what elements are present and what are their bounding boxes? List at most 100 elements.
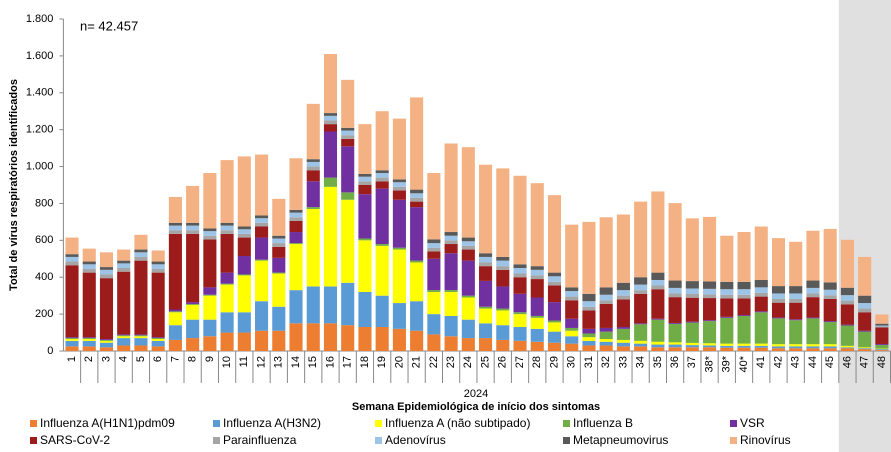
- bar-segment: [754, 279, 768, 288]
- bar-segment: [720, 345, 734, 348]
- bar-segment: [513, 175, 527, 265]
- bar-segment: [565, 327, 579, 331]
- bar-segment: [616, 328, 630, 340]
- bar-segment: [272, 306, 286, 331]
- x-tick-label: 32: [600, 356, 612, 368]
- bar-segment: [272, 330, 286, 351]
- bar-segment: [220, 230, 234, 234]
- x-tick-label: 44: [807, 356, 819, 368]
- bar-segment: [651, 347, 665, 351]
- bar-segment: [599, 331, 613, 340]
- x-tick-label: 24: [462, 356, 474, 368]
- bar-segment: [685, 345, 699, 348]
- bar-segment: [565, 318, 579, 328]
- x-tick-label: 10: [221, 356, 233, 368]
- bar-segment: [720, 347, 734, 351]
- bar-segment: [806, 297, 820, 318]
- bar-segment: [840, 304, 854, 325]
- bar-segment: [410, 260, 424, 263]
- bar-segment: [289, 323, 303, 351]
- bar-segment: [565, 224, 579, 288]
- bar-segment: [186, 319, 200, 339]
- bar-segment: [186, 233, 200, 303]
- bar-segment: [720, 289, 734, 295]
- bar-segment: [840, 287, 854, 296]
- bar-segment: [323, 323, 338, 351]
- bar-segment: [410, 193, 424, 198]
- legend-label: Parainfluenza: [223, 433, 297, 447]
- bar-segment: [634, 340, 648, 344]
- legend-swatch: [563, 420, 570, 427]
- bar-segment: [513, 264, 527, 268]
- x-tick-label: 31: [583, 356, 595, 368]
- bar-segment: [323, 286, 338, 324]
- bar-segment: [565, 296, 579, 301]
- x-tick-label: 22: [428, 356, 440, 368]
- bar-segment: [599, 345, 613, 351]
- bar-segment: [703, 298, 717, 321]
- bar-segment: [789, 302, 803, 320]
- bar-segment: [237, 332, 251, 351]
- bar-segment: [255, 226, 269, 238]
- bar-segment: [410, 197, 424, 202]
- x-tick-label: 15: [307, 356, 319, 368]
- bar-segment: [858, 347, 872, 349]
- x-tick-label: 37: [686, 356, 698, 368]
- x-tick-label: 2: [83, 356, 95, 362]
- x-tick-label: 17: [342, 356, 354, 368]
- bar-segment: [771, 293, 786, 299]
- bar-segment: [358, 238, 372, 241]
- x-tick-label: 4: [118, 356, 130, 362]
- bar-segment: [461, 319, 475, 339]
- bar-segment: [634, 277, 648, 285]
- bar-segment: [410, 262, 424, 302]
- bar-segment: [427, 239, 441, 244]
- bar-segment: [220, 284, 234, 313]
- bar-segment: [823, 321, 837, 323]
- bar-segment: [272, 246, 286, 258]
- y-tick-label: 800: [35, 197, 53, 209]
- bar-segment: [82, 338, 96, 340]
- bar-segment: [685, 288, 699, 295]
- bar-segment: [823, 346, 837, 349]
- bar-segment: [668, 322, 682, 324]
- x-tick-label: 27: [514, 356, 526, 368]
- bar-segment: [306, 159, 320, 162]
- bar-segment: [703, 288, 717, 295]
- bar-segment: [771, 302, 786, 318]
- bar-segment: [858, 349, 872, 351]
- bar-segment: [858, 256, 872, 296]
- legend-label: Rinovírus: [740, 433, 791, 447]
- bar-segment: [410, 301, 424, 331]
- bar-segment: [651, 279, 665, 286]
- bar-segment: [65, 346, 79, 351]
- bar-segment: [151, 272, 165, 338]
- bar-segment: [220, 222, 234, 226]
- bar-segment: [117, 271, 131, 335]
- bar-segment: [444, 290, 458, 292]
- bar-segment: [479, 262, 493, 267]
- bar-segment: [237, 156, 251, 227]
- bar-segment: [168, 222, 182, 226]
- x-tick-label: 19: [376, 356, 388, 368]
- bar-segment: [444, 315, 458, 337]
- bar-segment: [513, 273, 527, 278]
- bar-segment: [375, 170, 389, 174]
- bar-segment: [289, 209, 303, 213]
- bar-segment: [582, 345, 596, 351]
- bar-segment: [392, 118, 406, 180]
- bar-segment: [134, 249, 148, 253]
- bar-segment: [186, 338, 200, 351]
- bar-segment: [392, 190, 406, 200]
- bar-segment: [720, 316, 734, 318]
- bar-segment: [410, 207, 424, 261]
- bar-segment: [496, 168, 510, 257]
- bar-segment: [823, 228, 837, 283]
- bar-segment: [255, 218, 269, 223]
- bar-segment: [203, 319, 217, 337]
- bar-segment: [168, 339, 182, 351]
- bar-segment: [496, 339, 510, 351]
- bar-segment: [358, 173, 372, 177]
- bar-segment: [858, 295, 872, 304]
- bar-segment: [168, 225, 182, 231]
